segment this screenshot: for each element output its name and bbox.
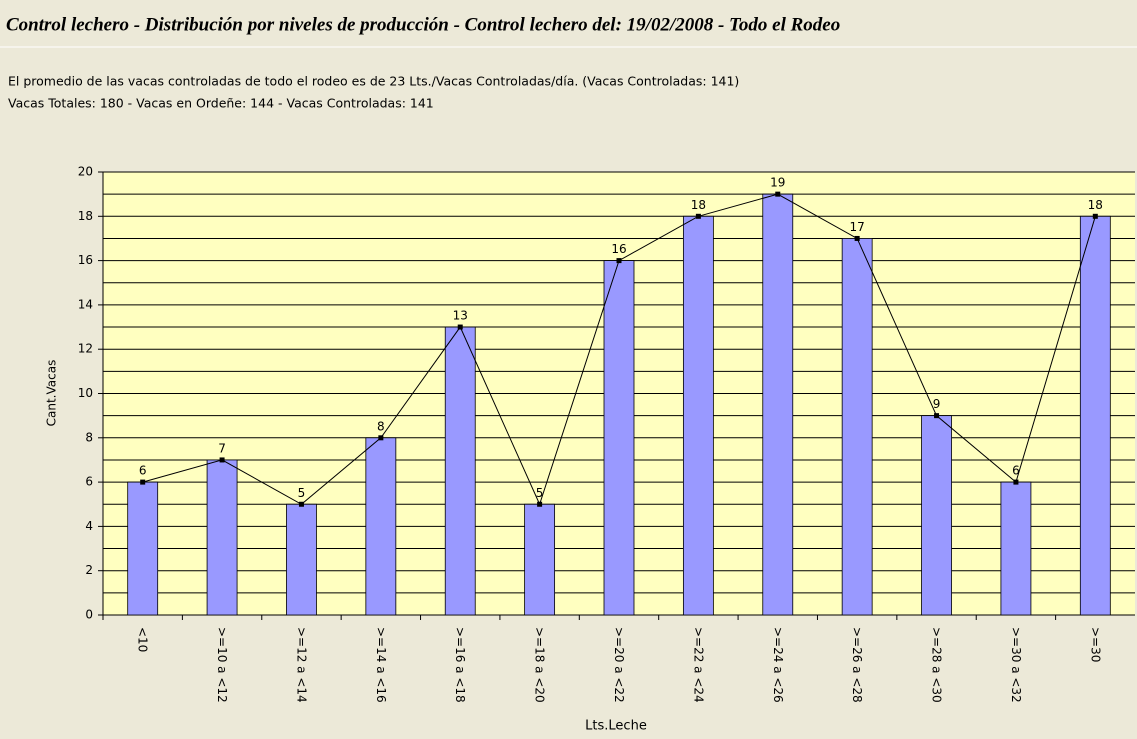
y-tick-label: 4	[85, 519, 93, 533]
x-tick-label: >=12 a <14	[294, 627, 308, 703]
data-label: 13	[453, 309, 468, 323]
line-marker	[219, 457, 225, 463]
data-label: 18	[691, 198, 706, 212]
x-tick-label: >=20 a <22	[612, 627, 626, 703]
line-marker	[378, 435, 384, 441]
data-label: 6	[1012, 464, 1020, 478]
y-tick-label: 18	[78, 209, 93, 223]
y-tick-label: 8	[85, 430, 93, 444]
line-marker	[854, 235, 860, 241]
y-tick-label: 20	[78, 165, 93, 179]
line-marker	[775, 191, 781, 197]
data-label: 19	[770, 176, 785, 190]
line-marker	[1013, 479, 1019, 485]
y-tick-label: 2	[85, 563, 93, 577]
y-tick-label: 14	[78, 297, 93, 311]
data-label: 9	[933, 397, 941, 411]
bar	[206, 459, 238, 616]
y-axis-label: Cant.Vacas	[45, 360, 59, 427]
x-tick-label: >=14 a <16	[374, 627, 388, 703]
bar	[1079, 215, 1111, 616]
bar	[1000, 481, 1032, 616]
x-tick-label: >=10 a <12	[215, 627, 229, 703]
line-marker	[298, 501, 304, 507]
line-marker	[537, 501, 543, 507]
y-tick-label: 6	[85, 475, 93, 489]
bar	[524, 503, 556, 616]
data-label: 5	[536, 486, 544, 500]
y-tick-label: 12	[78, 342, 93, 356]
x-tick-label: >=18 a <20	[533, 627, 547, 703]
bar	[921, 415, 952, 616]
bar	[365, 437, 397, 616]
data-label: 7	[218, 441, 226, 455]
line-marker	[616, 258, 622, 264]
x-tick-label: >=26 a <28	[850, 627, 864, 703]
bar	[603, 260, 635, 616]
data-label: 8	[377, 419, 385, 433]
x-tick-label: >=28 a <30	[930, 627, 944, 703]
bar	[286, 503, 317, 616]
subtitle: El promedio de las vacas controladas de …	[8, 74, 739, 89]
bar	[682, 215, 714, 616]
x-tick-label: >=16 a <18	[453, 627, 467, 703]
x-tick-label: >=24 a <26	[771, 627, 785, 703]
subtitle: Vacas Totales: 180 - Vacas en Ordeñe: 14…	[8, 96, 434, 111]
y-tick-label: 16	[78, 253, 93, 267]
x-tick-label: >=30 a <32	[1009, 627, 1023, 703]
bar	[841, 238, 873, 616]
data-label: 6	[139, 464, 147, 478]
line-marker	[140, 479, 146, 485]
line-marker	[457, 324, 463, 330]
bar	[444, 326, 476, 616]
bar	[762, 193, 794, 616]
line-marker	[695, 213, 701, 219]
data-label: 5	[298, 486, 306, 500]
x-tick-label: >=30	[1088, 627, 1102, 662]
data-label: 18	[1088, 198, 1103, 212]
y-tick-label: 0	[85, 608, 93, 622]
chart-title: Control lechero - Distribución por nivel…	[6, 14, 840, 35]
line-marker	[1092, 213, 1098, 219]
data-label: 16	[611, 242, 626, 256]
y-tick-label: 10	[78, 386, 93, 400]
x-tick-label: >=22 a <24	[691, 627, 705, 703]
x-tick-label: <10	[136, 627, 150, 652]
data-label: 17	[850, 220, 865, 234]
bar	[127, 481, 159, 616]
line-marker	[934, 413, 940, 419]
x-axis-label: Lts.Leche	[585, 719, 647, 734]
